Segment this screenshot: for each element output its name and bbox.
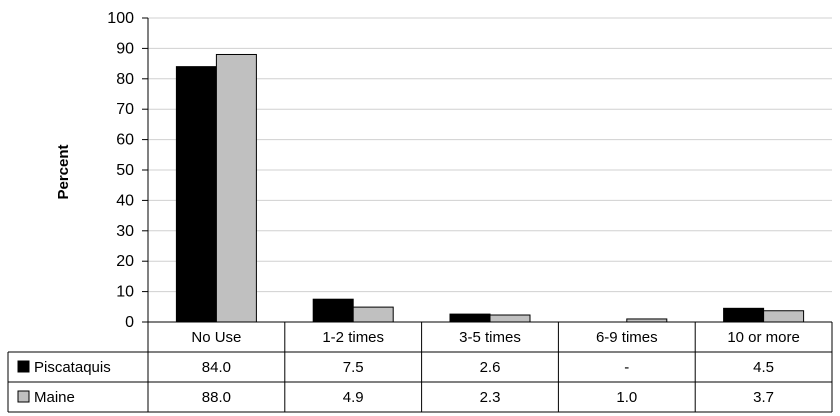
data-label: 1.0 bbox=[616, 389, 637, 406]
bar-maine-0 bbox=[215, 53, 257, 323]
category-label: 6-9 times bbox=[596, 329, 658, 346]
data-label: 88.0 bbox=[202, 389, 231, 406]
y-tick-label: 80 bbox=[116, 71, 134, 88]
legend-label: Piscataquis bbox=[34, 359, 111, 376]
category-label: 1-2 times bbox=[322, 329, 384, 346]
bar-piscataquis-0 bbox=[175, 66, 217, 323]
y-tick-label: 20 bbox=[116, 253, 134, 270]
bar-piscataquis-2 bbox=[449, 313, 491, 323]
data-label: - bbox=[624, 359, 629, 376]
y-tick-label: 50 bbox=[116, 162, 134, 179]
bar-piscataquis-4 bbox=[723, 307, 765, 323]
y-tick-label: 40 bbox=[116, 192, 134, 209]
y-tick-label: 30 bbox=[116, 223, 134, 240]
data-label: 7.5 bbox=[343, 359, 364, 376]
data-label: 4.5 bbox=[753, 359, 774, 376]
bar-maine-1 bbox=[352, 306, 394, 323]
category-label: 3-5 times bbox=[459, 329, 521, 346]
bar-maine-2 bbox=[489, 314, 531, 323]
data-label: 3.7 bbox=[753, 389, 774, 406]
y-tick-label: 90 bbox=[116, 40, 134, 57]
data-label: 2.3 bbox=[480, 389, 501, 406]
y-tick-label: 10 bbox=[116, 284, 134, 301]
bar-piscataquis-1 bbox=[312, 298, 354, 323]
y-tick-label: 100 bbox=[107, 10, 134, 27]
category-label: No Use bbox=[191, 329, 241, 346]
y-tick-label: 70 bbox=[116, 101, 134, 118]
category-label: 10 or more bbox=[727, 329, 800, 346]
data-label: 2.6 bbox=[480, 359, 501, 376]
y-tick-label: 0 bbox=[125, 314, 134, 331]
legend-swatch-maine bbox=[17, 390, 30, 403]
bar-maine-4 bbox=[763, 310, 805, 323]
legend-swatch-piscataquis bbox=[17, 360, 30, 373]
legend-label: Maine bbox=[34, 389, 75, 406]
data-label: 4.9 bbox=[343, 389, 364, 406]
data-label: 84.0 bbox=[202, 359, 231, 376]
y-axis-label: Percent bbox=[55, 144, 72, 199]
y-tick-label: 60 bbox=[116, 132, 134, 149]
